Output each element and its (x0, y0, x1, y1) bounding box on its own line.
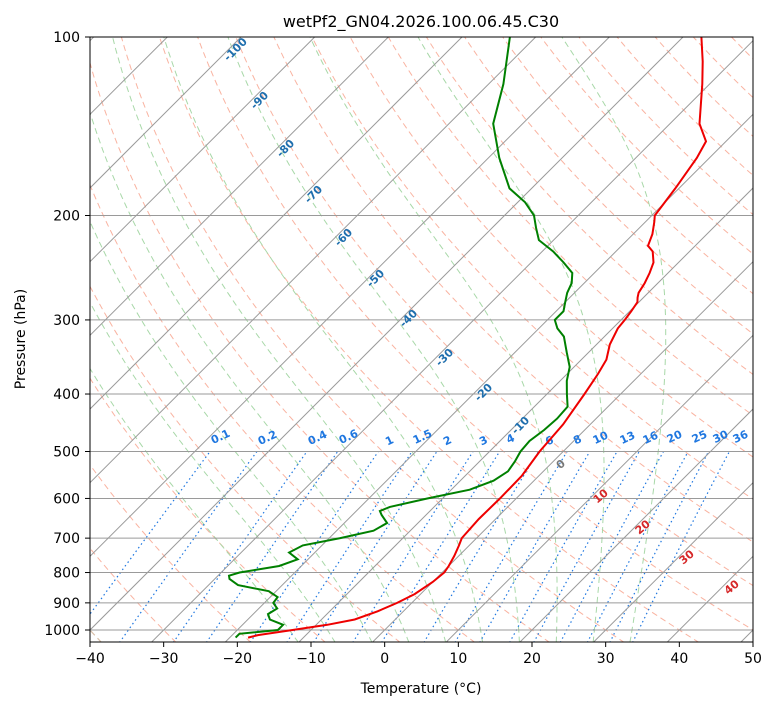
isotherm (90, 37, 242, 189)
plot-frame (89, 36, 754, 643)
isotherm (592, 481, 753, 642)
mixing-ratio-line (352, 451, 474, 642)
isotherm (445, 334, 753, 642)
isotherms (90, 37, 753, 642)
isotherm (90, 37, 389, 337)
y-axis: 1000 900 800 700 600 500 400 300 200 100 (44, 30, 90, 639)
moist-adiabats (90, 37, 667, 642)
dry-adiabat (235, 37, 753, 587)
mixing-ratio-label: 36 (731, 428, 751, 446)
isotherm (90, 37, 537, 484)
x-tick-label: 20 (523, 651, 541, 667)
isotherm (150, 39, 753, 642)
mixing-ratio-label: 10 (591, 429, 611, 447)
moist-adiabat (112, 37, 447, 642)
chart-title: wetPf2_GN04.2026.100.06.45.C30 (283, 12, 559, 32)
dry-adiabat (90, 61, 550, 642)
x-tick-label: 10 (449, 651, 467, 667)
mixing-ratio-line (172, 451, 308, 642)
moist-adiabat (90, 301, 336, 642)
x-tick-label: −20 (223, 651, 253, 667)
mixing-ratio-line (454, 451, 568, 642)
isotherm (90, 37, 316, 263)
y-tick-label: 700 (53, 531, 80, 547)
x-tick-label: 40 (670, 651, 688, 667)
mixing-ratio-label: 30 (711, 428, 731, 446)
y-axis-title: Pressure (hPa) (13, 289, 29, 389)
y-tick-label: 900 (53, 596, 80, 612)
y-tick-label: 500 (53, 444, 80, 460)
isotherm (90, 37, 610, 558)
x-tick-label: 30 (597, 651, 615, 667)
temperature-profile (247, 37, 708, 639)
isotherm (371, 260, 753, 642)
isotherm (519, 408, 753, 642)
isobars (90, 37, 753, 631)
dry-adiabat (311, 37, 753, 500)
mixing-ratio-line (119, 451, 258, 642)
mixing-ratio-label: 13 (618, 429, 637, 447)
mixing-ratio-line (90, 451, 211, 616)
mixing-ratio-line (286, 451, 413, 642)
moist-adiabat (163, 37, 484, 642)
dry-adiabat (502, 37, 753, 295)
dry-adiabat (90, 285, 401, 642)
x-tick-label: −10 (296, 651, 326, 667)
y-tick-label: 100 (53, 30, 80, 46)
isotherm (298, 187, 753, 642)
moist-adiabat (90, 220, 373, 642)
y-tick-label: 600 (53, 491, 80, 507)
moist-adiabat (417, 37, 605, 642)
dewpoint-profile (227, 37, 574, 639)
moist-adiabat (561, 37, 667, 642)
mixing-ratio-line (559, 451, 665, 642)
dry-adiabats (90, 37, 753, 642)
x-tick-label: −40 (75, 651, 105, 667)
isotherm (90, 37, 463, 410)
mixing-ratio-line (423, 451, 540, 642)
mixing-ratio-label: 20 (665, 428, 685, 446)
dry-adiabat (197, 37, 753, 631)
dry-adiabat (616, 37, 753, 176)
y-tick-label: 400 (53, 387, 80, 403)
mixing-ratio-line (313, 451, 438, 642)
x-axis: −40 −30 −20 −10 0 10 20 30 40 50 (75, 642, 762, 667)
dry-adiabat (387, 37, 753, 416)
isotherm (90, 37, 684, 631)
dry-adiabat (464, 37, 753, 335)
moist-adiabat (90, 110, 410, 642)
moist-adiabat (227, 37, 520, 642)
mixing-ratio-label: 25 (690, 428, 709, 446)
mixing-ratio-line (381, 451, 501, 642)
mixing-ratio-label: 16 (641, 429, 661, 447)
y-tick-label: 1000 (44, 623, 80, 639)
x-axis-title: Temperature (°C) (360, 681, 482, 697)
moist-adiabat (309, 37, 558, 642)
x-tick-label: 0 (380, 651, 389, 667)
dry-adiabat (120, 37, 625, 642)
dry-adiabat (90, 464, 252, 642)
y-tick-label: 300 (53, 313, 80, 329)
y-tick-label: 800 (53, 566, 80, 582)
mixing-ratio-line (509, 451, 618, 642)
x-tick-label: 50 (744, 651, 762, 667)
x-tick-label: −30 (149, 651, 179, 667)
y-tick-label: 200 (53, 209, 80, 225)
mixing-ratio-line (479, 451, 591, 642)
